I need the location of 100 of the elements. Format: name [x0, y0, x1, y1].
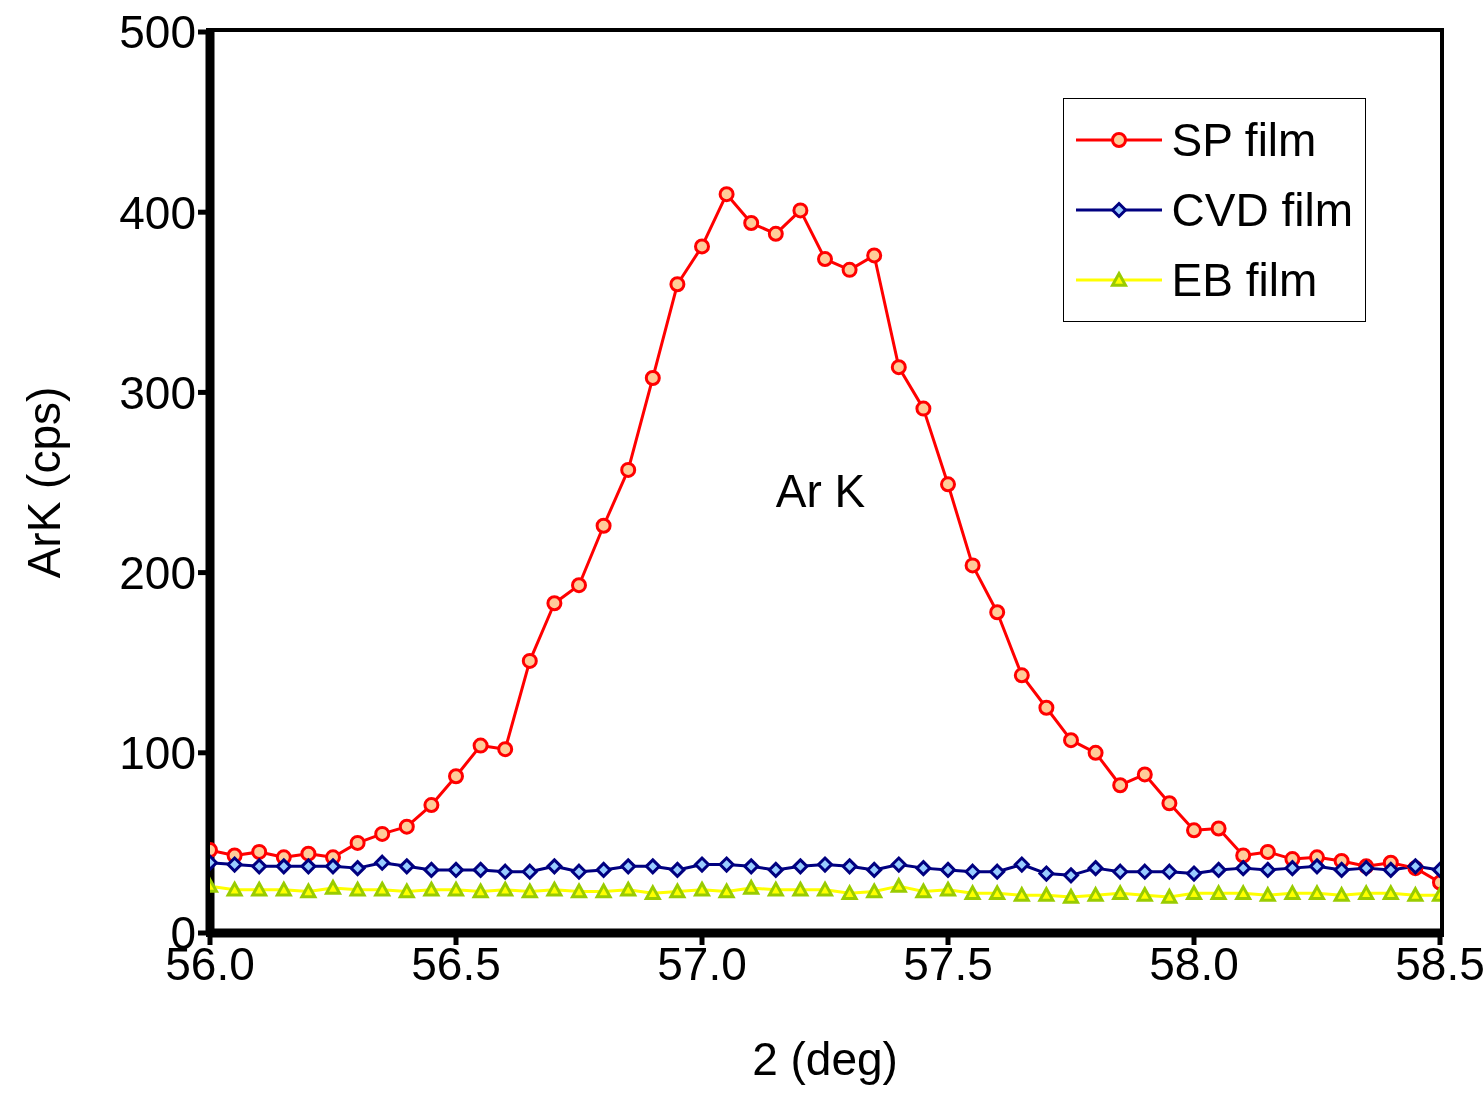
point — [940, 861, 956, 878]
point — [374, 881, 391, 897]
point — [743, 879, 760, 895]
point — [1382, 885, 1399, 901]
point — [915, 400, 932, 417]
point — [251, 881, 268, 897]
point — [743, 858, 760, 875]
x-tick-label: 57.0 — [657, 937, 747, 990]
point — [546, 858, 563, 875]
point — [497, 741, 514, 758]
point — [448, 768, 464, 785]
point — [1087, 860, 1104, 877]
point — [1136, 887, 1153, 902]
point — [743, 215, 760, 232]
point — [620, 881, 637, 897]
point — [595, 861, 612, 878]
point — [694, 881, 710, 897]
point — [1038, 887, 1055, 902]
y-tick-label: 300 — [119, 366, 196, 419]
point — [964, 885, 981, 901]
point — [1161, 863, 1178, 880]
x-tick-label: 58.0 — [1149, 937, 1239, 990]
point — [1309, 885, 1325, 901]
point — [1063, 888, 1079, 904]
point — [497, 881, 514, 897]
point — [226, 881, 243, 897]
point — [374, 825, 391, 842]
point — [890, 359, 907, 376]
point — [595, 883, 612, 899]
point — [300, 858, 317, 875]
point — [1210, 885, 1227, 901]
point — [669, 276, 686, 293]
point — [718, 883, 735, 899]
point — [1333, 887, 1350, 902]
point — [1136, 863, 1153, 880]
point — [1013, 856, 1030, 873]
legend-label: SP film — [1171, 113, 1317, 167]
point — [964, 557, 981, 574]
point — [1013, 667, 1030, 684]
point — [792, 858, 809, 875]
point — [571, 577, 587, 594]
point — [1186, 885, 1202, 901]
point — [841, 261, 858, 278]
point — [349, 834, 366, 851]
point — [1112, 863, 1129, 880]
point — [423, 881, 440, 897]
y-tick-label: 200 — [119, 546, 196, 599]
point — [767, 881, 784, 897]
point — [1407, 887, 1424, 902]
point — [817, 251, 833, 268]
point — [398, 858, 415, 875]
point — [546, 881, 563, 897]
point — [817, 881, 833, 897]
x-tick-label: 58.5 — [1395, 937, 1483, 990]
point — [890, 856, 907, 873]
point — [1235, 847, 1252, 864]
point — [1063, 732, 1079, 749]
point — [866, 861, 883, 878]
point — [1112, 777, 1129, 794]
point — [1087, 887, 1104, 902]
point — [694, 238, 710, 255]
point — [275, 858, 292, 875]
annotation: Ar K — [775, 464, 866, 519]
point — [226, 856, 243, 873]
point — [644, 858, 661, 875]
point — [767, 225, 784, 242]
point — [718, 856, 735, 873]
point — [989, 863, 1006, 880]
point — [1013, 887, 1030, 902]
point — [1382, 861, 1399, 878]
point — [620, 858, 637, 875]
point — [1210, 820, 1227, 837]
point — [1284, 885, 1301, 901]
point — [792, 881, 809, 897]
y-tick-label: 400 — [119, 186, 196, 239]
point — [472, 861, 489, 878]
point — [251, 858, 268, 875]
point — [275, 881, 292, 897]
point — [374, 854, 391, 871]
point — [1112, 885, 1129, 901]
point — [694, 856, 710, 873]
point — [964, 863, 981, 880]
point — [1235, 885, 1252, 901]
point — [620, 461, 637, 478]
y-axis-title: ArK (cps) — [18, 386, 71, 579]
point — [571, 863, 587, 880]
point — [1186, 865, 1202, 882]
x-tick-label: 56.5 — [411, 937, 501, 990]
legend-label: EB film — [1171, 253, 1318, 307]
point — [1333, 861, 1350, 878]
point — [1038, 865, 1055, 882]
point — [398, 883, 415, 899]
point — [325, 858, 341, 875]
point — [718, 186, 735, 203]
point — [1259, 843, 1276, 860]
point — [1259, 887, 1276, 902]
point — [1038, 699, 1055, 716]
point — [792, 202, 809, 219]
point — [1309, 858, 1325, 875]
point — [1063, 867, 1079, 884]
